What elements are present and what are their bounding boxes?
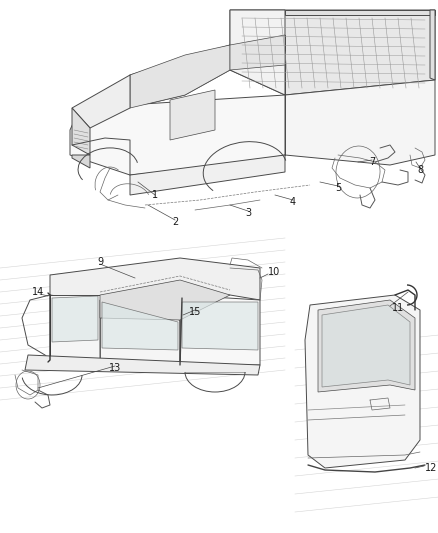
Polygon shape xyxy=(317,300,414,392)
Text: 3: 3 xyxy=(244,208,251,218)
Polygon shape xyxy=(100,300,180,365)
Polygon shape xyxy=(25,355,259,375)
Polygon shape xyxy=(230,10,434,95)
Text: 1: 1 xyxy=(152,190,158,200)
Text: 7: 7 xyxy=(368,157,374,167)
Polygon shape xyxy=(304,295,419,468)
Polygon shape xyxy=(70,95,284,175)
Polygon shape xyxy=(230,35,284,70)
Text: 10: 10 xyxy=(267,267,279,277)
Polygon shape xyxy=(230,10,284,95)
Text: 15: 15 xyxy=(188,307,201,317)
Text: 9: 9 xyxy=(97,257,103,267)
Text: 2: 2 xyxy=(172,217,178,227)
Polygon shape xyxy=(321,305,409,387)
Text: 4: 4 xyxy=(289,197,295,207)
Polygon shape xyxy=(52,296,98,342)
Text: 8: 8 xyxy=(416,165,422,175)
Polygon shape xyxy=(72,75,130,128)
Polygon shape xyxy=(284,10,434,15)
Polygon shape xyxy=(50,258,259,305)
Polygon shape xyxy=(72,108,90,155)
Text: 13: 13 xyxy=(109,363,121,373)
Polygon shape xyxy=(170,90,215,140)
Polygon shape xyxy=(182,302,258,350)
Text: 11: 11 xyxy=(391,303,403,313)
Polygon shape xyxy=(130,45,230,108)
Polygon shape xyxy=(100,280,230,320)
Text: 12: 12 xyxy=(424,463,436,473)
Polygon shape xyxy=(130,155,284,195)
Polygon shape xyxy=(429,10,434,80)
Polygon shape xyxy=(130,45,230,108)
Polygon shape xyxy=(50,295,100,360)
Polygon shape xyxy=(102,302,177,350)
Text: 5: 5 xyxy=(334,183,340,193)
Polygon shape xyxy=(284,80,434,165)
Polygon shape xyxy=(72,155,90,168)
Text: 14: 14 xyxy=(32,287,44,297)
Polygon shape xyxy=(180,295,259,365)
